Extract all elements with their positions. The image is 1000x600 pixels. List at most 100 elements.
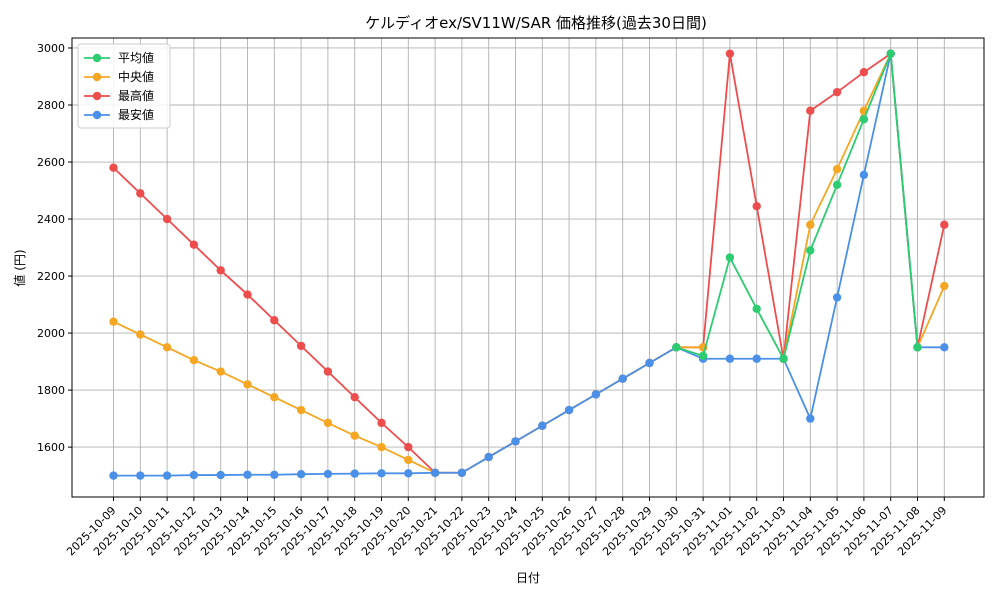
data-point: [806, 220, 815, 229]
data-point: [618, 374, 627, 383]
data-point: [940, 220, 949, 229]
data-point: [832, 87, 842, 97]
data-point: [752, 202, 761, 211]
data-point: [350, 469, 359, 478]
data-point: [189, 240, 199, 249]
data-point: [538, 421, 547, 430]
data-point: [350, 393, 359, 402]
series-3: [109, 49, 949, 480]
y-tick-label: 2000: [37, 327, 65, 340]
data-point: [377, 469, 386, 478]
data-point: [430, 468, 440, 477]
data-point: [216, 266, 225, 275]
y-tick-label: 1800: [37, 384, 65, 397]
x-ticks: 2025-10-092025-10-102025-10-112025-10-12…: [64, 497, 949, 558]
data-point: [806, 246, 815, 255]
data-point: [323, 469, 333, 479]
data-point: [296, 341, 306, 351]
data-point: [886, 49, 895, 58]
legend-swatch-marker: [92, 53, 102, 63]
y-tick-label: 3000: [37, 42, 65, 55]
data-point: [511, 437, 520, 446]
series-layer: [109, 49, 949, 480]
data-point: [377, 442, 386, 452]
data-point: [564, 405, 574, 415]
legend-label: 中央値: [118, 69, 154, 84]
data-point: [859, 170, 869, 180]
data-point: [296, 469, 306, 479]
data-point: [591, 390, 601, 399]
data-point: [645, 358, 654, 368]
series-2: [109, 49, 949, 477]
data-point: [136, 330, 145, 339]
data-point: [270, 316, 279, 325]
data-point: [350, 431, 359, 440]
data-point: [216, 470, 225, 480]
data-point: [806, 106, 815, 115]
data-point: [940, 343, 949, 352]
y-tick-label: 2800: [37, 99, 65, 112]
legend-box: [77, 43, 171, 129]
data-point: [109, 317, 118, 326]
series-line: [676, 53, 919, 362]
data-point: [270, 393, 279, 402]
data-point: [162, 214, 172, 224]
data-point: [189, 355, 199, 365]
series-0: [672, 49, 922, 363]
data-point: [323, 367, 333, 376]
data-point: [109, 163, 118, 172]
chart-title: ケルディオex/SV11W/SAR 価格推移(過去30日間): [365, 14, 707, 32]
data-point: [806, 414, 815, 423]
data-point: [136, 189, 145, 198]
data-point: [243, 380, 252, 389]
legend-label: 最高値: [118, 88, 154, 103]
data-point: [243, 290, 252, 299]
legend-label: 平均値: [118, 50, 154, 65]
data-point: [859, 68, 869, 77]
data-point: [136, 471, 145, 480]
legend-swatch-marker: [92, 91, 102, 101]
data-point: [162, 471, 172, 480]
y-tick-label: 2400: [37, 213, 65, 226]
legend-swatch-marker: [92, 72, 102, 82]
data-point: [940, 281, 949, 291]
data-point: [270, 470, 279, 479]
data-point: [404, 455, 413, 465]
y-axis-label: 値 (円): [12, 249, 27, 286]
data-point: [162, 343, 172, 352]
data-point: [779, 354, 788, 363]
data-point: [216, 367, 225, 376]
data-point: [457, 468, 467, 477]
data-point: [752, 354, 761, 363]
series-1: [109, 49, 949, 477]
x-axis-label: 日付: [516, 571, 540, 585]
data-point: [725, 354, 735, 363]
data-point: [296, 405, 306, 415]
data-point: [672, 343, 681, 352]
data-point: [484, 452, 493, 462]
data-point: [189, 470, 199, 480]
data-point: [404, 442, 413, 452]
data-point: [752, 304, 761, 314]
series-line: [112, 52, 946, 474]
plot-frame: [71, 37, 985, 498]
data-point: [243, 470, 252, 479]
data-point: [832, 164, 842, 174]
data-point: [859, 115, 869, 124]
data-point: [913, 343, 922, 352]
data-point: [404, 469, 413, 478]
data-point: [323, 418, 333, 428]
y-tick-label: 2600: [37, 156, 65, 169]
grid-layer: [72, 38, 984, 497]
data-point: [725, 253, 735, 262]
y-tick-label: 2200: [37, 270, 65, 283]
legend-label: 最安値: [118, 107, 154, 122]
y-tick-label: 1600: [37, 441, 65, 454]
data-point: [698, 351, 708, 361]
y-ticks: 1600 1800 2000 2200 2400 2600 2800 3000: [37, 42, 72, 454]
data-point: [832, 180, 842, 190]
series-line: [113, 53, 945, 477]
data-point: [832, 293, 842, 302]
